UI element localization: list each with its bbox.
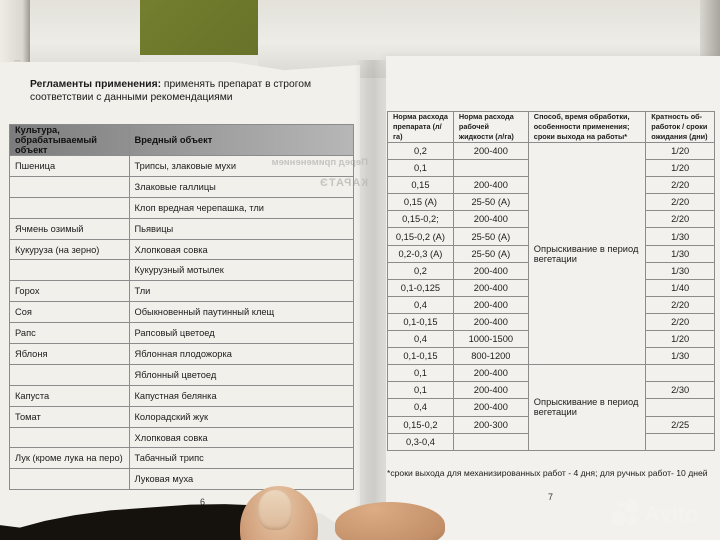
svg-text:Avito: Avito — [645, 501, 699, 526]
